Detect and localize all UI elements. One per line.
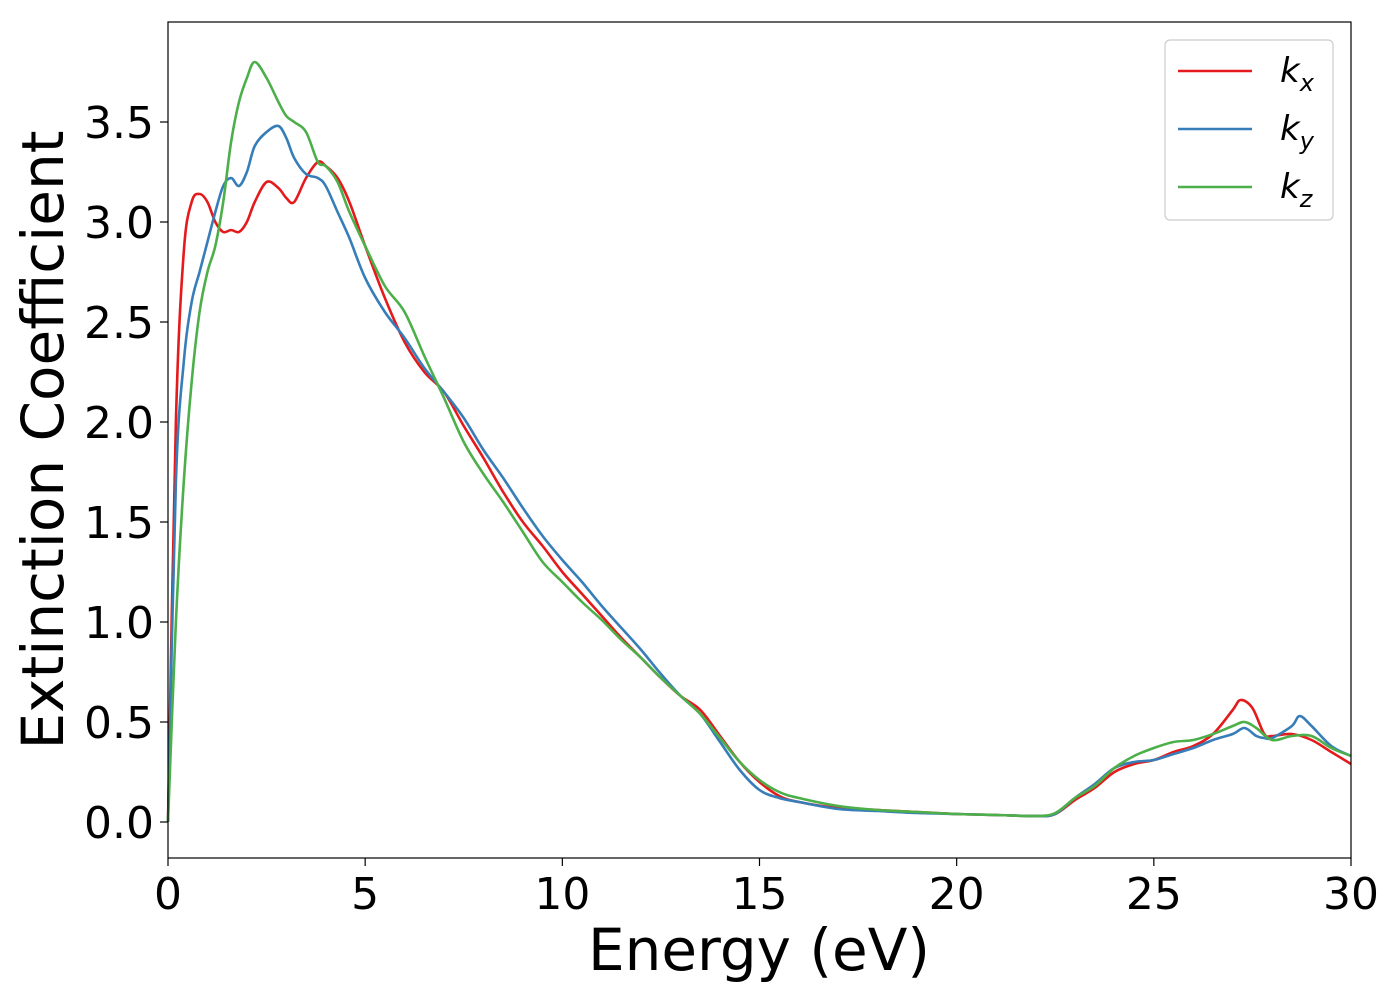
- x-tick-label: 15: [732, 869, 788, 920]
- series-line-z: [166, 60, 1352, 823]
- series-layer: [166, 60, 1352, 823]
- plot-background: [168, 22, 1351, 858]
- y-tick-label: 2.5: [84, 298, 154, 349]
- legend-label-z: kz: [1280, 167, 1314, 213]
- y-axis-label: Extinction Coefficient: [9, 131, 77, 750]
- y-tick-label: 1.5: [84, 498, 154, 549]
- legend: kx ky kz: [1164, 39, 1334, 221]
- x-tick-label: 25: [1126, 869, 1182, 920]
- y-tick-label: 0.5: [84, 698, 154, 749]
- y-tick-label: 2.0: [84, 398, 154, 449]
- y-tick-label: 0.0: [84, 798, 154, 849]
- x-tick-label: 5: [351, 869, 379, 920]
- y-ticks: 0.0 0.5 1.0 1.5 2.0 2.5 3.0 3.5: [84, 98, 168, 849]
- x-tick-label: 10: [534, 869, 590, 920]
- legend-label-y: ky: [1280, 109, 1315, 155]
- x-tick-label: 0: [154, 869, 182, 920]
- series-line-y: [166, 124, 1352, 823]
- y-tick-label: 3.5: [84, 98, 154, 149]
- y-tick-label: 3.0: [84, 198, 154, 249]
- x-ticks: 0 5 10 15 20 25 30: [154, 858, 1379, 920]
- x-tick-label: 30: [1323, 869, 1379, 920]
- x-axis-label: Energy (eV): [588, 916, 930, 984]
- x-tick-label: 20: [929, 869, 985, 920]
- legend-label-x: kx: [1280, 51, 1315, 97]
- y-tick-label: 1.0: [84, 598, 154, 649]
